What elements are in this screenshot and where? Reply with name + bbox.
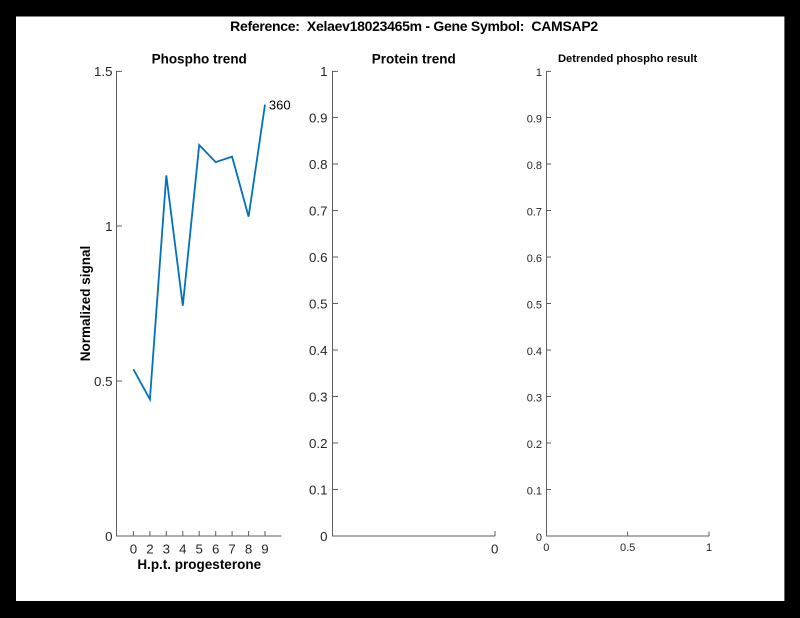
svg-text:0: 0 [536,532,542,544]
svg-text:4: 4 [179,542,186,557]
svg-text:0.1: 0.1 [309,483,328,498]
svg-text:0.7: 0.7 [309,204,328,219]
svg-text:0.4: 0.4 [527,346,542,358]
svg-text:0: 0 [491,542,498,557]
svg-text:0.3: 0.3 [309,390,328,405]
svg-text:Detrended phospho result: Detrended phospho result [558,53,698,65]
svg-text:3: 3 [163,542,170,557]
svg-text:0.2: 0.2 [527,439,542,451]
svg-text:H.p.t. progesterone: H.p.t. progesterone [137,557,261,572]
svg-text:0.5: 0.5 [94,374,113,389]
svg-text:1.5: 1.5 [94,64,113,79]
svg-text:0.9: 0.9 [309,111,328,126]
svg-text:0.8: 0.8 [527,160,542,172]
svg-text:Protein trend: Protein trend [372,52,456,67]
svg-text:Reference: Xelaev18023465m -: Reference: Xelaev18023465m - Gene Symbol… [230,18,598,34]
svg-text:7: 7 [228,542,235,557]
svg-text:0.3: 0.3 [527,392,542,404]
svg-text:9: 9 [261,542,268,557]
svg-text:6: 6 [212,542,219,557]
svg-text:0.1: 0.1 [527,485,542,497]
svg-text:Normalized signal: Normalized signal [78,246,93,362]
svg-text:0.6: 0.6 [527,253,542,265]
svg-text:0.2: 0.2 [309,436,328,451]
svg-text:1: 1 [706,542,712,554]
svg-text:8: 8 [245,542,252,557]
svg-text:5: 5 [195,542,202,557]
svg-text:0.8: 0.8 [309,157,328,172]
svg-text:2: 2 [146,542,153,557]
svg-text:Phospho trend: Phospho trend [152,52,247,67]
svg-text:0: 0 [320,529,327,544]
svg-text:1: 1 [320,64,327,79]
svg-text:0.6: 0.6 [309,250,328,265]
svg-text:0: 0 [130,542,137,557]
svg-text:0.4: 0.4 [309,343,328,358]
svg-text:0.5: 0.5 [620,542,635,554]
svg-text:1: 1 [536,67,542,79]
svg-text:0.5: 0.5 [527,299,542,311]
svg-text:0: 0 [543,542,549,554]
svg-text:0: 0 [105,529,112,544]
svg-text:0.9: 0.9 [527,113,542,125]
svg-text:1: 1 [105,219,112,234]
svg-text:0.5: 0.5 [309,297,328,312]
svg-text:0.7: 0.7 [527,206,542,218]
svg-text:360: 360 [269,98,291,113]
